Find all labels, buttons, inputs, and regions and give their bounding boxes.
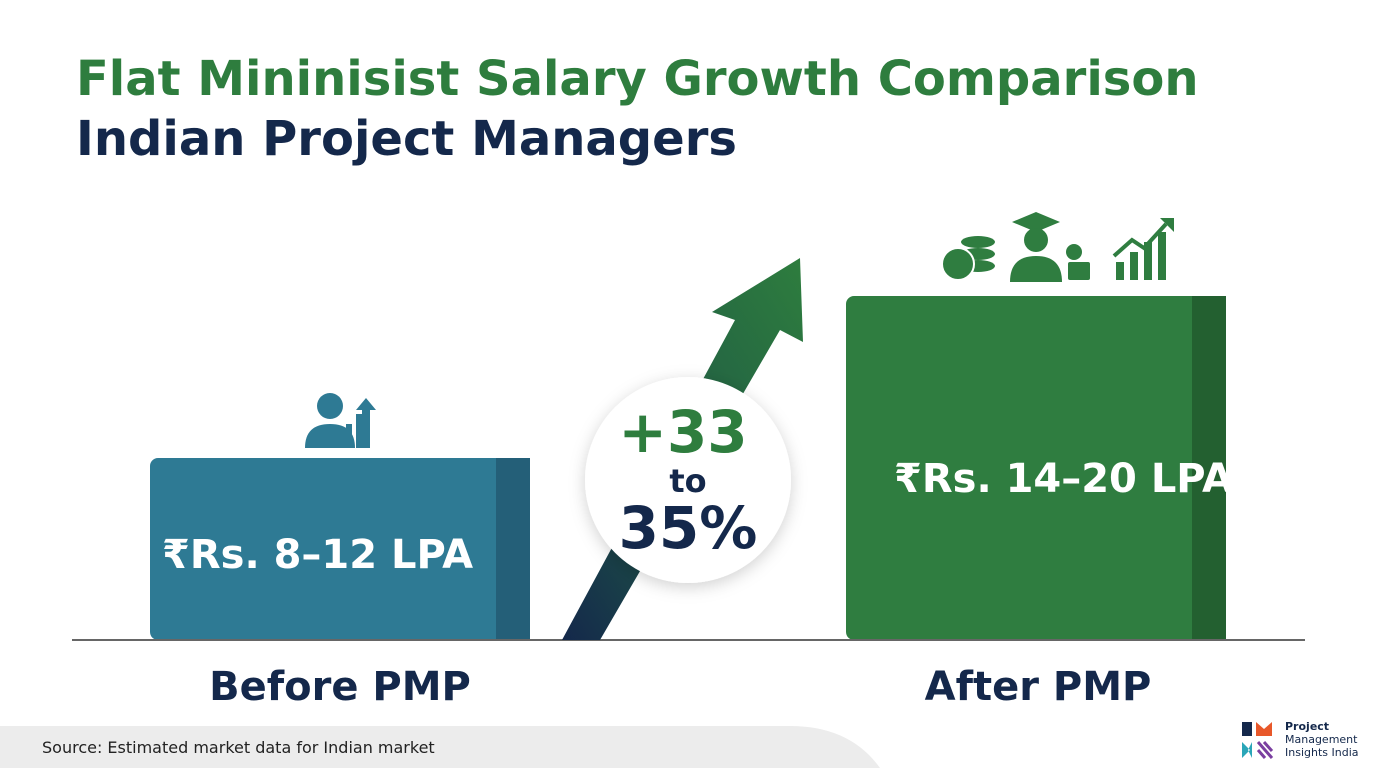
badge xyxy=(585,377,791,583)
title: Flat Mininisist Salary Growth Comparison xyxy=(76,51,1199,107)
before-label: Before PMP xyxy=(209,664,471,710)
before-bar xyxy=(150,458,530,640)
logo-line: Project xyxy=(1285,720,1329,733)
before-value: ₹Rs. 8–12 LPA xyxy=(162,532,473,578)
after-bar-side xyxy=(1192,296,1226,640)
before-icon xyxy=(305,393,376,448)
before-bar-side xyxy=(496,458,530,640)
after-value: ₹Rs. 14–20 LPA xyxy=(894,456,1233,502)
subtitle: Indian Project Managers xyxy=(76,111,737,167)
badge-bottom: 35% xyxy=(619,494,758,562)
after-bar xyxy=(846,296,1226,640)
badge-middle: to xyxy=(669,462,706,500)
after-icons xyxy=(941,212,1174,282)
logo-line: Management xyxy=(1285,733,1358,746)
logo-line: Insights India xyxy=(1285,746,1359,759)
footer-band xyxy=(0,726,880,768)
source: Source: Estimated market data for Indian… xyxy=(42,738,435,757)
after-label: After PMP xyxy=(925,664,1152,710)
logo-mark xyxy=(1242,722,1274,759)
badge-top: +33 xyxy=(618,398,747,466)
